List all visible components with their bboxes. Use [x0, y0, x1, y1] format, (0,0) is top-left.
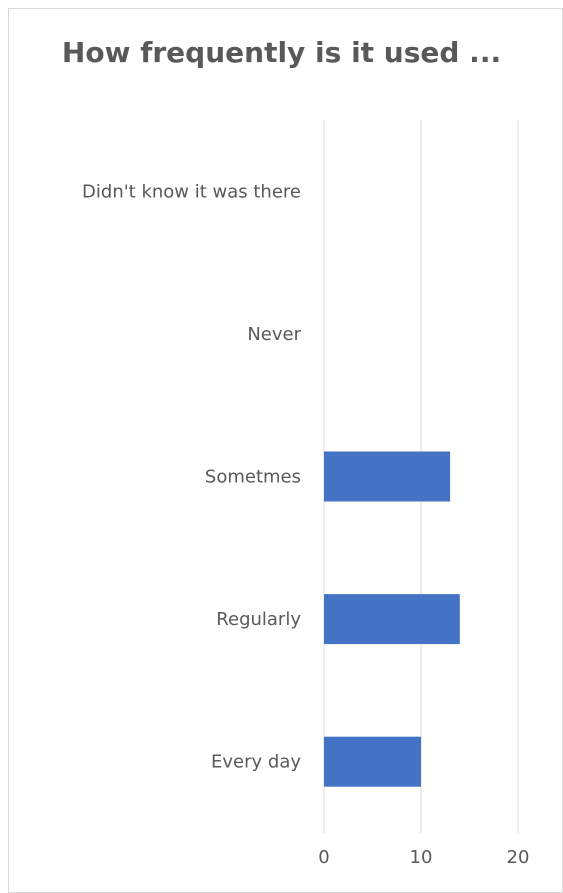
- category-label: Regularly: [216, 609, 301, 630]
- category-label: Didn't know it was there: [82, 181, 301, 202]
- x-tick-labels: 0 10 20: [318, 847, 529, 868]
- category-label: Sometmes: [205, 467, 301, 488]
- bar: [324, 594, 460, 645]
- x-tick-label: 0: [318, 847, 329, 868]
- bar: [324, 736, 421, 787]
- chart-title: How frequently is it used ...: [61, 36, 502, 69]
- category-label: Every day: [211, 752, 301, 773]
- x-tick-label: 20: [507, 847, 530, 868]
- chart-frame: [8, 8, 563, 893]
- bars: [324, 451, 460, 787]
- category-labels: Didn't know it was there Never Sometmes Reg…: [82, 181, 302, 772]
- category-label: Never: [247, 324, 301, 345]
- bar: [324, 451, 451, 502]
- x-tick-label: 10: [410, 847, 433, 868]
